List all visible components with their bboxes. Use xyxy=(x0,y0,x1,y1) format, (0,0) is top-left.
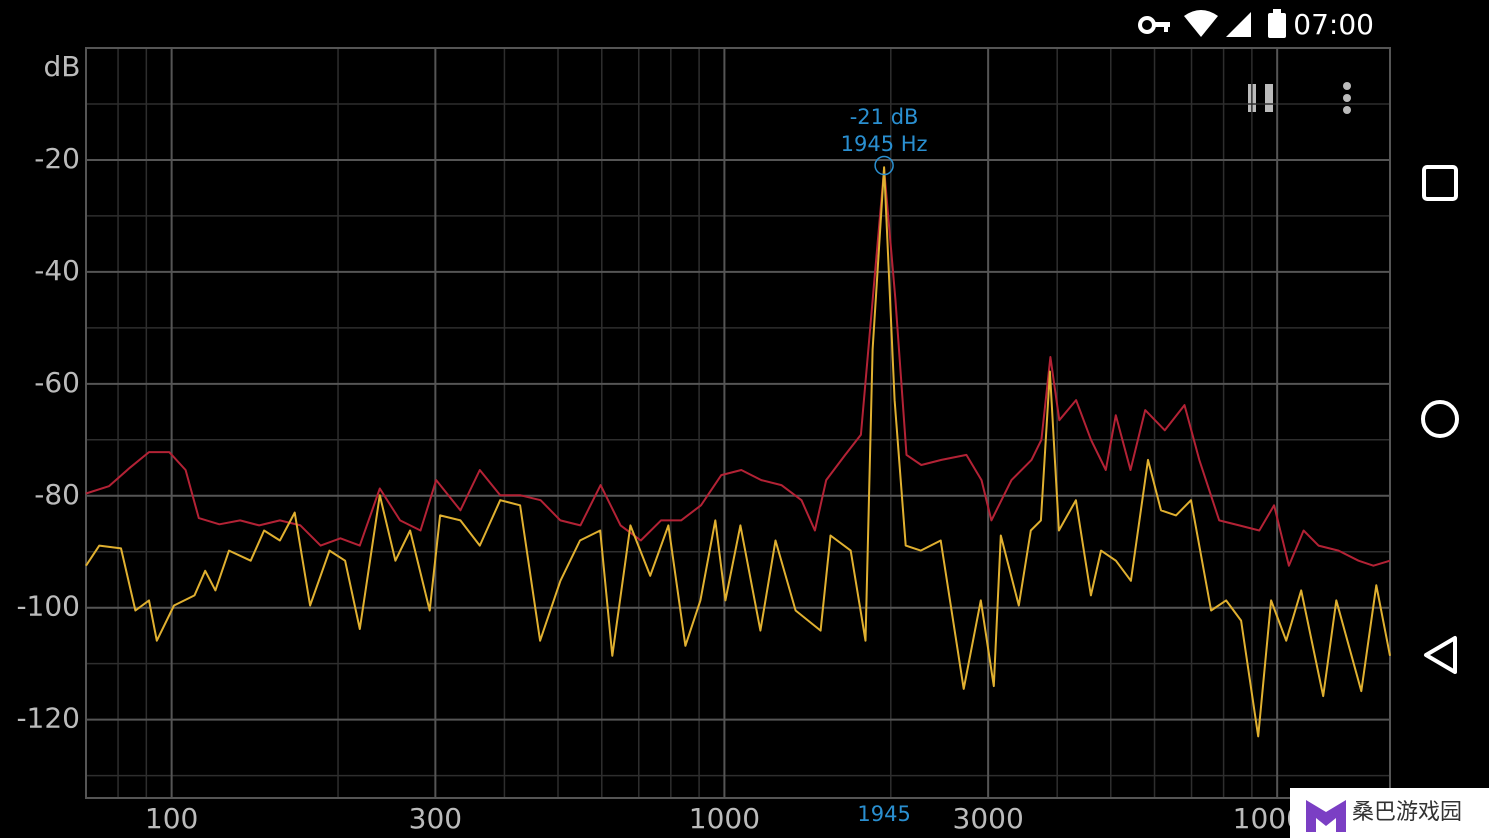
pause-bar[interactable] xyxy=(1265,84,1273,112)
y-tick-label: -20 xyxy=(34,142,80,175)
y-tick-label: -80 xyxy=(34,478,80,511)
menu-dot xyxy=(1343,106,1351,114)
menu-dot xyxy=(1343,94,1351,102)
home-button[interactable] xyxy=(1421,400,1459,438)
menu-dot xyxy=(1343,82,1351,90)
recents-button[interactable] xyxy=(1422,165,1458,201)
watermark-text: 桑巴游戏园 xyxy=(1352,800,1462,825)
spectrum-line xyxy=(85,166,1391,738)
battery-icon xyxy=(1268,13,1286,38)
x-tick-label: 100 xyxy=(145,802,198,835)
vpn-key-tooth xyxy=(1164,26,1168,32)
battery-tip xyxy=(1273,9,1281,14)
peak-db-label: -21 dB xyxy=(850,105,919,129)
status-time: 07:00 xyxy=(1293,8,1374,41)
back-button[interactable] xyxy=(1424,636,1457,674)
plot-frame xyxy=(85,47,1391,799)
watermark-logo xyxy=(1306,800,1346,832)
y-tick-label: -120 xyxy=(16,702,80,735)
vpn-key-shaft xyxy=(1153,22,1170,27)
signal-icon xyxy=(1226,12,1251,37)
menu-button[interactable] xyxy=(1343,82,1351,114)
x-tick-label: 300 xyxy=(409,802,462,835)
y-tick-label: -40 xyxy=(34,254,80,287)
peak-marker xyxy=(874,155,894,176)
y-axis-label: dB xyxy=(44,50,81,83)
x-tick-label: 3000 xyxy=(953,802,1024,835)
peak-freq-label: 1945 Hz xyxy=(841,132,928,156)
y-tick-label: -60 xyxy=(34,366,80,399)
peak-axis-label: 1945 xyxy=(857,802,910,826)
y-tick-label: -100 xyxy=(16,590,80,623)
x-tick-label: 1000 xyxy=(689,802,760,835)
wifi-icon xyxy=(1184,10,1218,37)
spectrum-line xyxy=(85,167,1391,567)
status-icons xyxy=(1138,9,1286,38)
plot: 100 300 1000 3000 10000-20-40-60-80-100-120-… xyxy=(16,47,1391,835)
